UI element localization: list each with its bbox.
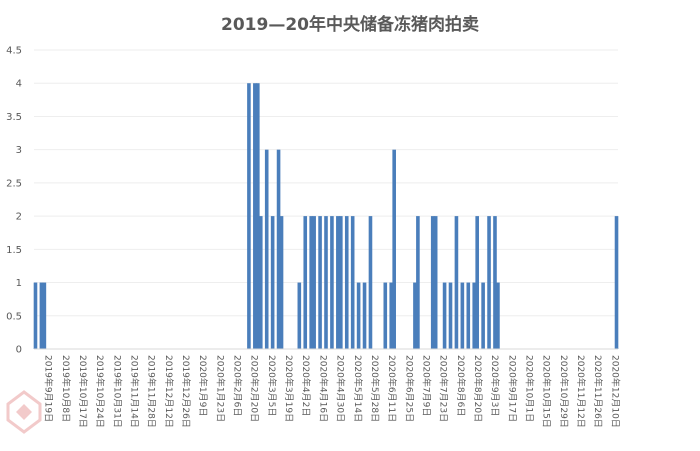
bar [336,216,340,349]
y-tick-label: 0 [16,345,22,356]
x-tick-label: 2020年4月30日 [335,355,347,422]
bar [324,216,328,349]
bar [258,216,263,349]
x-tick-label: 2020年10月15日 [541,355,553,428]
y-tick-label: 0.5 [6,311,22,322]
x-tick-label: 2019年11月14日 [128,355,140,428]
x-tick-label: 2020年10月29日 [558,355,570,428]
x-tick-label: 2020年3月5日 [266,355,278,416]
x-tick-label: 2019年11月28日 [146,355,158,428]
bar [493,216,497,349]
x-tick-label: 2019年10月17日 [77,355,89,428]
watermark-logo-icon [6,390,42,434]
x-tick-label: 2019年9月19日 [43,355,55,422]
bar [460,282,465,349]
y-tick-label: 4 [16,79,22,90]
bar [270,216,275,349]
bar [416,216,420,349]
x-tick-label: 2020年8月6日 [455,355,467,416]
y-tick-label: 4.5 [6,46,22,57]
y-axis-ticks: 0 0.5 1 1.5 2 2.5 3 3.5 4 4.5 [6,46,22,356]
bar [466,282,471,349]
x-tick-label: 2020年1月9日 [197,355,209,416]
bar [303,216,308,349]
x-tick-label: 2020年2月20日 [249,355,261,422]
bar [256,83,260,349]
bar [454,216,459,349]
bar [496,282,500,349]
x-tick-label: 2020年6月25日 [403,355,415,422]
x-tick-label: 2020年11月12日 [575,355,587,428]
bar [344,216,349,349]
x-tick-label: 2020年12月10日 [609,355,621,428]
x-tick-label: 2020年6月11日 [386,355,398,422]
bar [442,282,447,349]
bar [276,149,281,349]
bar [279,216,284,349]
bar [448,282,453,349]
bars [33,83,619,349]
x-tick-label: 2020年4月2日 [300,355,312,416]
y-tick-label: 3 [16,145,22,156]
bar [430,216,435,349]
x-tick-label: 2019年12月12日 [163,355,175,428]
y-tick-label: 1.5 [6,245,22,256]
bar [330,216,334,349]
bar [309,216,313,349]
bar [42,282,47,349]
x-tick-label: 2019年10月24日 [94,355,106,428]
bar [487,216,491,349]
y-tick-label: 1 [16,278,22,289]
bar [362,282,367,349]
bar [39,282,44,349]
bar [392,149,396,349]
x-axis-labels: 2019年9月19日 2019年10月8日 2019年10月17日 2019年10月2… [43,355,622,428]
x-tick-label: 2020年10月1日 [524,355,536,422]
x-tick-label: 2020年9月3日 [489,355,501,416]
bar [350,216,355,349]
bar [383,282,388,349]
bar [475,216,479,349]
x-tick-label: 2020年5月14日 [352,355,364,422]
bar [297,282,302,349]
y-tick-label: 3.5 [6,112,22,123]
y-tick-label: 2.5 [6,178,22,189]
x-tick-label: 2020年5月28日 [369,355,381,422]
x-tick-label: 2020年7月23日 [438,355,450,422]
x-tick-label: 2020年2月6日 [232,355,244,416]
bar [247,83,251,349]
y-tick-label: 2 [16,212,22,223]
bar [253,83,257,349]
bar [318,216,322,349]
x-tick-label: 2019年10月8日 [60,355,72,422]
bar [413,282,417,349]
bar [356,282,361,349]
x-tick-label: 2020年4月16日 [317,355,329,422]
bar [339,216,343,349]
bar [614,216,619,349]
bar [264,149,269,349]
bar [33,282,38,349]
x-tick-label: 2019年10月31日 [111,355,123,428]
bar [433,216,438,349]
chart-title: 2019—20年中央储备冻猪肉拍卖 [221,15,479,35]
x-tick-label: 2019年12月26日 [180,355,192,428]
x-tick-label: 2020年1月23日 [214,355,226,422]
x-tick-label: 2020年7月9日 [420,355,432,416]
bar [312,216,316,349]
bar [481,282,485,349]
x-tick-label: 2020年3月19日 [283,355,295,422]
bar [389,282,394,349]
x-tick-label: 2020年9月17日 [506,355,518,422]
bar [368,216,373,349]
x-tick-label: 2020年11月26日 [592,355,604,428]
x-tick-label: 2020年8月20日 [472,355,484,422]
bar [472,282,477,349]
